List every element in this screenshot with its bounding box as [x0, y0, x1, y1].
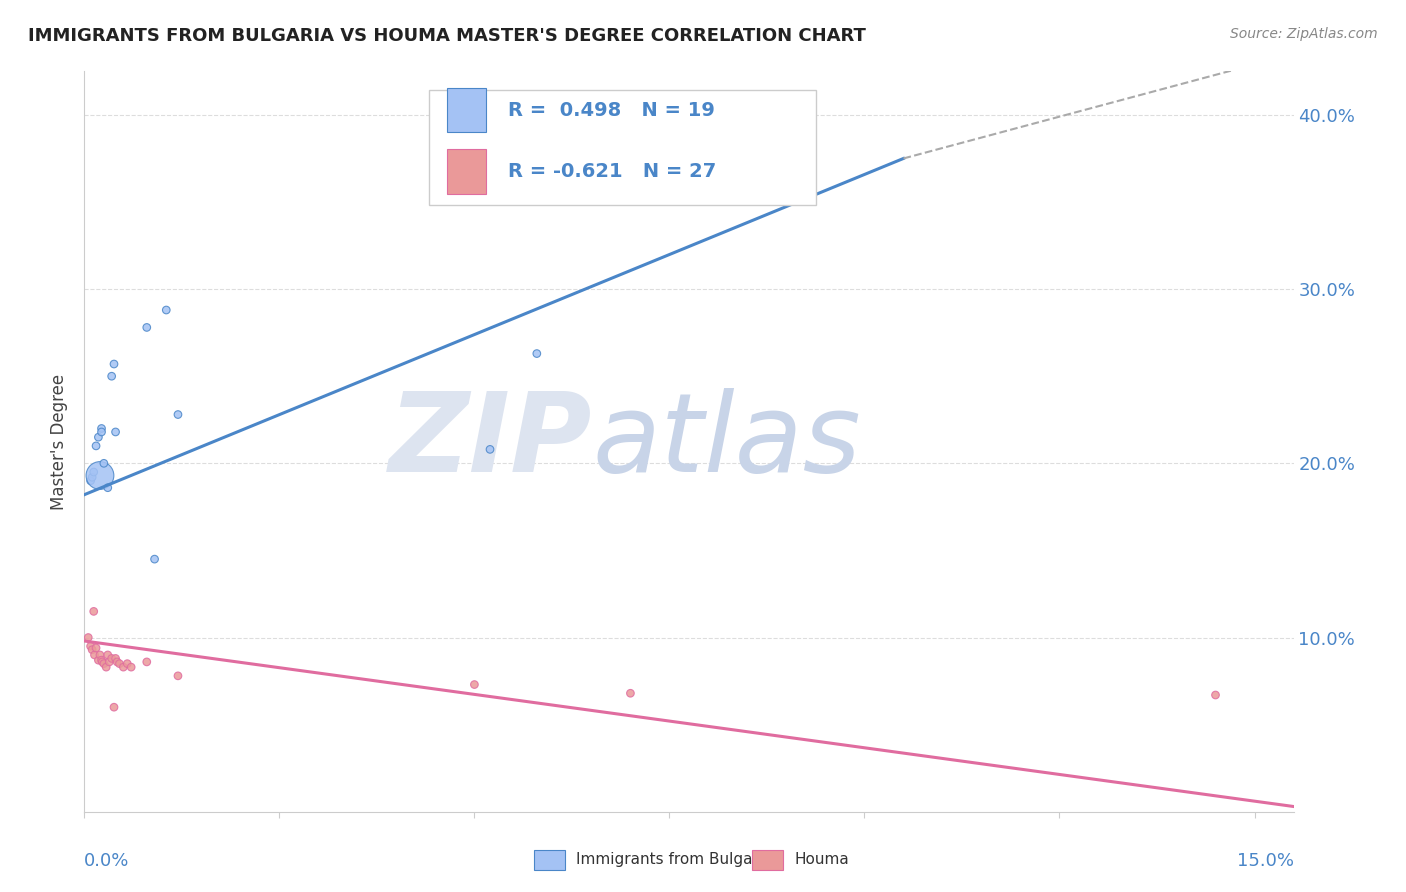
Point: [135, 320, 157, 334]
Point: [89, 468, 111, 483]
Bar: [447, 88, 486, 132]
Point: [97, 648, 120, 662]
Point: [90, 653, 112, 667]
Point: [89, 648, 111, 662]
Point: [91, 655, 114, 669]
Point: [619, 686, 641, 700]
Point: [112, 660, 135, 674]
Text: IMMIGRANTS FROM BULGARIA VS HOUMA MASTER'S DEGREE CORRELATION CHART: IMMIGRANTS FROM BULGARIA VS HOUMA MASTER…: [28, 27, 866, 45]
Point: [84, 439, 107, 453]
Text: 15.0%: 15.0%: [1236, 853, 1294, 871]
Point: [167, 669, 190, 683]
Point: [108, 657, 131, 671]
Point: [84, 640, 107, 655]
Bar: [447, 149, 486, 194]
Point: [90, 421, 112, 435]
Text: Source: ZipAtlas.com: Source: ZipAtlas.com: [1230, 27, 1378, 41]
Point: [463, 677, 485, 691]
Point: [79, 639, 101, 653]
Point: [526, 346, 548, 360]
Point: [87, 430, 110, 444]
Text: 0.0%: 0.0%: [84, 853, 129, 871]
Point: [1205, 688, 1227, 702]
Point: [90, 425, 112, 439]
Point: [135, 655, 157, 669]
Point: [104, 425, 127, 439]
Point: [103, 700, 125, 714]
Point: [479, 442, 502, 457]
Text: R = -0.621   N = 27: R = -0.621 N = 27: [508, 161, 716, 181]
Text: R =  0.498   N = 19: R = 0.498 N = 19: [508, 101, 714, 120]
Point: [87, 653, 110, 667]
Point: [83, 465, 105, 479]
Y-axis label: Master's Degree: Master's Degree: [51, 374, 69, 509]
Point: [93, 456, 115, 470]
Text: ZIP: ZIP: [388, 388, 592, 495]
Point: [105, 655, 128, 669]
Point: [82, 642, 104, 657]
Point: [120, 660, 142, 674]
Point: [117, 657, 139, 671]
Point: [98, 655, 121, 669]
Point: [83, 604, 105, 618]
Point: [100, 651, 122, 665]
Text: Houma: Houma: [794, 853, 849, 867]
Point: [104, 651, 127, 665]
FancyBboxPatch shape: [429, 90, 815, 204]
Point: [103, 357, 125, 371]
Point: [96, 660, 118, 674]
Point: [167, 408, 190, 422]
Point: [93, 657, 115, 671]
Point: [100, 369, 122, 384]
Point: [79, 474, 101, 488]
Point: [143, 552, 166, 566]
Point: [97, 481, 120, 495]
Text: Immigrants from Bulgaria: Immigrants from Bulgaria: [576, 853, 773, 867]
Text: atlas: atlas: [592, 388, 860, 495]
Point: [155, 303, 177, 318]
Point: [83, 648, 105, 662]
Point: [77, 631, 100, 645]
Point: [82, 470, 104, 484]
